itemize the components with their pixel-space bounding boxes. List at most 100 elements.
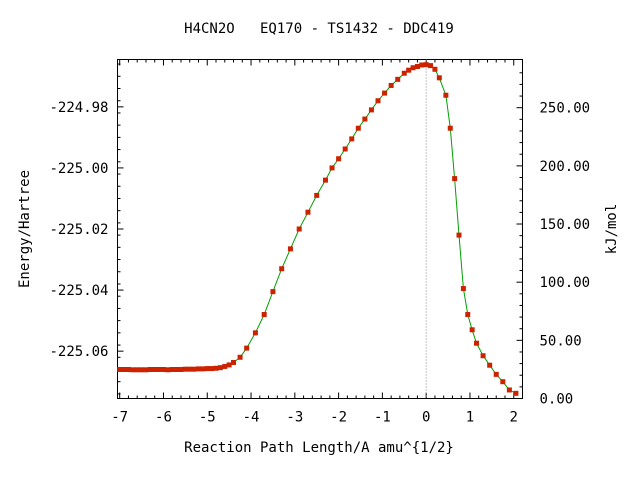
x-tick-label: -3 (286, 410, 303, 426)
data-point (279, 266, 285, 272)
data-point (406, 67, 412, 73)
data-point (187, 366, 193, 372)
data-point (196, 366, 201, 372)
data-point (355, 125, 361, 131)
data-point (322, 177, 328, 183)
data-point (134, 367, 140, 373)
data-point (182, 366, 188, 372)
energy-curve (119, 64, 517, 394)
data-point (362, 116, 368, 122)
data-point (152, 366, 158, 372)
y2-tick-label: 0.00 (540, 392, 574, 408)
y2-tick-label: 150.00 (540, 217, 591, 233)
data-point (342, 146, 348, 152)
data-point (443, 92, 449, 98)
data-point (436, 75, 442, 81)
data-point (480, 353, 486, 359)
data-point (382, 90, 388, 96)
data-point (469, 327, 475, 333)
x-axis-ticks: -7 -6 -5 -4 -3 -2 -1 0 1 2 (111, 59, 518, 426)
x-tick-label: -4 (243, 410, 260, 426)
data-point (414, 64, 420, 70)
y2-tick-label: 50.00 (540, 333, 582, 349)
data-point (261, 312, 267, 318)
data-point (169, 366, 175, 372)
x-tick-label: 1 (466, 410, 474, 426)
data-point (452, 176, 458, 182)
data-point (410, 65, 416, 71)
data-point (493, 371, 499, 377)
chart-title: H4CN2O EQ170 - TS1432 - DDC419 (184, 21, 454, 37)
data-point (252, 330, 258, 336)
data-point (419, 62, 425, 68)
data-point (231, 359, 237, 365)
data-point (237, 354, 243, 360)
data-point (349, 136, 355, 142)
data-point (204, 366, 210, 372)
data-point (336, 156, 342, 162)
data-point (506, 387, 512, 393)
data-point (314, 192, 320, 198)
data-point (117, 366, 123, 372)
data-point (329, 165, 335, 171)
y-tick-label: -225.02 (49, 222, 108, 238)
y2-axis-label: kJ/mol (604, 204, 620, 255)
data-point (305, 209, 311, 215)
x-tick-label: -6 (155, 410, 172, 426)
data-point (428, 63, 434, 69)
y2-tick-label: 250.00 (540, 101, 591, 117)
y-tick-label: -225.04 (49, 283, 108, 299)
data-point (200, 366, 206, 372)
data-point (388, 82, 394, 88)
y2-tick-label: 200.00 (540, 159, 591, 175)
y-tick-label: -224.98 (49, 100, 108, 116)
y-axis-ticks: -224.98 -225.00 -225.02 -225.04 -225.06 (49, 63, 124, 395)
data-point (130, 367, 136, 373)
data-point (191, 366, 197, 372)
data-point (368, 107, 374, 113)
x-tick-label: -5 (199, 410, 216, 426)
x-tick-label: -2 (330, 410, 347, 426)
data-point (460, 286, 466, 292)
x-tick-label: -1 (374, 410, 391, 426)
data-point (156, 366, 162, 372)
data-point (513, 390, 519, 396)
data-point (244, 345, 250, 351)
data-point (178, 366, 184, 372)
data-point (456, 232, 462, 238)
data-point (217, 365, 223, 371)
data-point (121, 366, 127, 372)
data-point (423, 62, 429, 68)
data-point (375, 98, 381, 104)
x-tick-label: 2 (510, 410, 518, 426)
x-tick-label: -7 (111, 410, 128, 426)
plot-frame (117, 59, 523, 399)
data-point (465, 312, 471, 318)
data-point (222, 363, 228, 369)
data-point (209, 366, 215, 372)
data-point-markers (117, 62, 519, 396)
y2-axis-ticks: 0.00 50.00 100.00 150.00 200.00 250.00 (516, 72, 591, 408)
data-point (500, 379, 506, 385)
data-point (139, 367, 145, 373)
y-axis-label: Energy/Hartree (17, 170, 33, 288)
data-point (395, 76, 401, 82)
data-point (125, 366, 131, 372)
data-point (287, 246, 293, 252)
data-point (432, 66, 438, 72)
data-point (160, 366, 166, 372)
y-tick-label: -225.06 (49, 344, 108, 360)
x-tick-label: 0 (422, 410, 430, 426)
data-point (147, 366, 153, 372)
data-point (474, 340, 480, 346)
data-point (174, 366, 180, 372)
data-point (487, 362, 493, 368)
data-point (401, 70, 407, 76)
y2-tick-label: 100.00 (540, 275, 591, 291)
data-point (447, 125, 453, 131)
data-point (143, 367, 149, 373)
data-point (226, 362, 232, 368)
data-point (270, 289, 276, 295)
x-axis-label: Reaction Path Length/A amu^{1/2} (184, 440, 454, 456)
